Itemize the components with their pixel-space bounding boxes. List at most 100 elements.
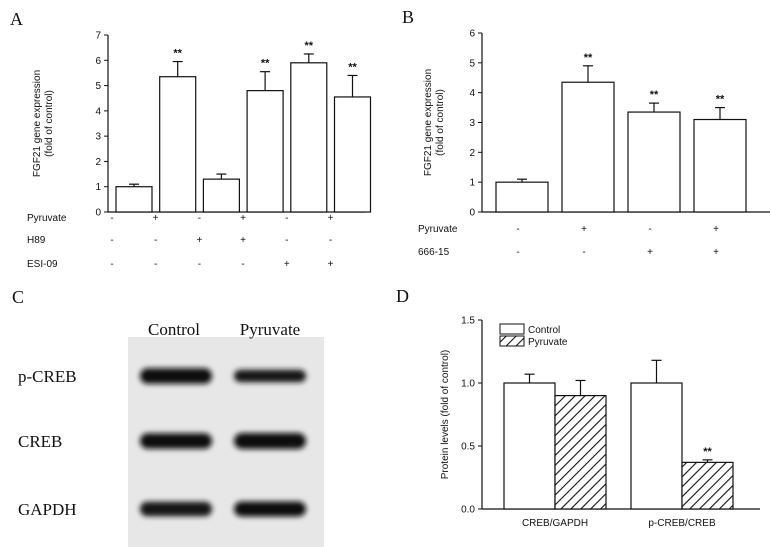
- panel-b-significance-mark: **: [584, 52, 593, 64]
- panel-a-condition-label: ESI-09: [27, 259, 58, 270]
- panel-d-y-tick-label: 0.0: [461, 505, 475, 516]
- panel-a-condition-sign: -: [329, 235, 332, 246]
- panel-a-condition-sign: -: [110, 213, 113, 224]
- panel-a-bar: [115, 186, 153, 213]
- panel-b-bar: [627, 111, 681, 213]
- panel-d-x-tick-label: CREB/GAPDH: [522, 518, 588, 529]
- western-blot-row-label: CREB: [18, 432, 62, 451]
- panel-a-bar: [333, 96, 372, 213]
- panel-b-bar: [693, 118, 747, 213]
- panel-a-chart: 0 1 2 3 4 5 6 7 FGF21 gene expression(fold of co…: [27, 31, 372, 270]
- panel-d-legend-swatch: [499, 323, 525, 335]
- panel-a-condition-sign: -: [110, 259, 113, 270]
- panel-b-condition-sign: -: [648, 224, 651, 235]
- panel-a-condition-sign: +: [328, 213, 334, 224]
- panel-a-significance-mark: **: [348, 61, 357, 73]
- panel-a-significance-mark: **: [261, 58, 270, 70]
- panel-b-y-tick-label: 3: [469, 118, 475, 129]
- western-blot-row-label: GAPDH: [18, 500, 77, 519]
- panel-b-chart: 0 1 2 3 4 5 6 FGF21 gene expression(fold of con…: [418, 29, 770, 258]
- panel-a-condition-sign: +: [196, 235, 202, 246]
- panel-letter-d: D: [396, 286, 409, 306]
- panel-a-condition-sign: -: [154, 259, 157, 270]
- panel-d-legend-label: Control: [528, 325, 560, 336]
- panel-a-condition-sign: -: [154, 235, 157, 246]
- western-blot-band: [234, 369, 306, 383]
- panel-a-condition-sign: +: [153, 213, 159, 224]
- panel-b-condition-sign: -: [516, 247, 519, 258]
- panel-a-condition-sign: -: [285, 235, 288, 246]
- panel-b-y-tick-label: 5: [469, 58, 475, 69]
- panel-a-bar: [246, 90, 284, 213]
- panel-letter-a: A: [10, 9, 23, 29]
- panel-a-significance-mark: **: [305, 40, 314, 52]
- panel-a-y-tick-label: 7: [95, 31, 101, 42]
- panel-a-bar: [202, 178, 240, 213]
- panel-a-significance-mark: **: [173, 48, 182, 60]
- panel-a-bar: [159, 76, 197, 213]
- western-blot-band: [140, 501, 212, 517]
- panel-letters: A B D C: [10, 7, 414, 307]
- western-blot-band: [234, 433, 306, 449]
- panel-b-condition-sign: +: [713, 224, 719, 235]
- panel-d-y-tick-label: 0.5: [461, 442, 475, 453]
- panel-c-western-blot: Control Pyruvate p-CREB CREB GAPDH: [18, 320, 324, 547]
- panel-b-y-tick-label: 6: [469, 29, 475, 40]
- panel-letter-c: C: [12, 287, 24, 307]
- panel-a-condition-sign: -: [198, 213, 201, 224]
- western-blot-band: [234, 501, 306, 517]
- panel-a-y-tick-label: 0: [95, 208, 101, 219]
- panel-d-legend-label: Pyruvate: [528, 337, 568, 348]
- panel-a-condition-sign: -: [241, 259, 244, 270]
- panel-a-condition-sign: +: [284, 259, 290, 270]
- panel-a-condition-sign: -: [198, 259, 201, 270]
- panel-b-condition-sign: +: [647, 247, 653, 258]
- panel-a-condition-sign: -: [285, 213, 288, 224]
- panel-a-condition-sign: +: [240, 213, 246, 224]
- panel-d-legend-swatch: [499, 335, 525, 347]
- panel-d-y-axis-label: Protein levels (fold of control): [440, 350, 451, 480]
- panel-b-y-axis-label: FGF21 gene expression(fold of control): [423, 69, 446, 176]
- panel-d-bar: [630, 382, 683, 510]
- panel-d-chart: 0.0 0.5 1.0 1.5 Protein levels (fold of cont…: [440, 316, 760, 529]
- western-blot-row-label: p-CREB: [18, 367, 77, 386]
- panel-d-x-tick-label: p-CREB/CREB: [648, 518, 716, 529]
- panel-a-y-tick-label: 1: [95, 182, 101, 193]
- panel-b-y-tick-label: 0: [469, 208, 475, 219]
- panel-b-y-tick-label: 4: [469, 88, 475, 99]
- panel-a-condition-sign: +: [240, 235, 246, 246]
- western-blot-column-label: Pyruvate: [240, 320, 300, 339]
- panel-a-bar: [290, 62, 328, 213]
- panel-a-y-tick-label: 5: [95, 81, 101, 92]
- panel-a-condition-label: H89: [27, 235, 46, 246]
- panel-b-y-tick-label: 2: [469, 148, 475, 159]
- panel-b-bar: [561, 81, 615, 213]
- panel-a-y-axis-label: FGF21 gene expression(fold of control): [32, 70, 55, 177]
- panel-b-condition-sign: -: [582, 247, 585, 258]
- panel-b-condition-sign: +: [581, 224, 587, 235]
- panel-d-y-tick-label: 1.0: [461, 379, 475, 390]
- panel-a-y-tick-label: 2: [95, 157, 101, 168]
- panel-b-condition-label: Pyruvate: [418, 224, 458, 235]
- panel-b-condition-sign: +: [713, 247, 719, 258]
- panel-a-condition-label: Pyruvate: [27, 213, 67, 224]
- panel-a-condition-sign: -: [110, 235, 113, 246]
- western-blot-band: [140, 368, 212, 384]
- panel-a-y-tick-label: 6: [95, 56, 101, 67]
- panel-b-significance-mark: **: [650, 89, 659, 101]
- panel-a-y-tick-label: 4: [95, 106, 101, 117]
- panel-d-y-tick-label: 1.5: [461, 316, 475, 327]
- panel-b-y-tick-label: 1: [469, 178, 475, 189]
- panel-b-significance-mark: **: [716, 94, 725, 106]
- panel-a-y-tick-label: 3: [95, 132, 101, 143]
- panel-letter-b: B: [402, 7, 414, 27]
- panel-a-condition-sign: +: [328, 259, 334, 270]
- western-blot-column-label: Control: [148, 320, 200, 339]
- panel-b-condition-label: 666-15: [418, 247, 450, 258]
- panel-d-significance-mark: **: [703, 446, 712, 458]
- panel-b-bar: [495, 181, 549, 213]
- panel-d-bar: [681, 461, 734, 510]
- panel-b-condition-sign: -: [516, 224, 519, 235]
- panel-d-bar: [503, 382, 556, 510]
